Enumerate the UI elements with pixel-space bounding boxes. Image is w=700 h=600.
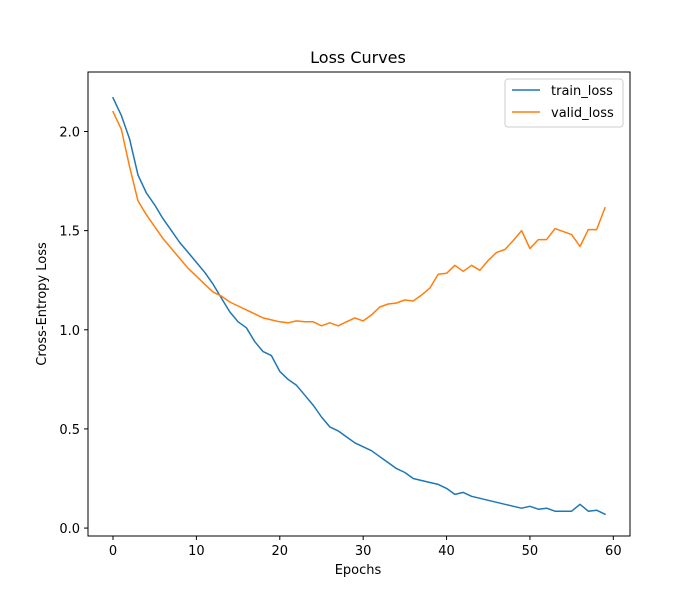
y-axis-label: Cross-Entropy Loss [35, 242, 50, 366]
y-tick-label: 0.5 [59, 423, 80, 438]
x-tick-label: 10 [188, 544, 205, 559]
legend-box [504, 78, 624, 128]
chart-title: Loss Curves [310, 48, 406, 67]
legend: train_loss valid_loss [504, 78, 624, 128]
legend-label-train-loss: train_loss [551, 84, 613, 99]
x-tick-label: 20 [272, 544, 289, 559]
x-tick-label: 40 [438, 544, 455, 559]
plot-frame [87, 71, 631, 537]
series-line-train-loss [112, 96, 606, 516]
y-tick-label: 1.5 [59, 225, 80, 240]
series-line-valid-loss [112, 110, 606, 327]
ticks-layer: 0 10 20 30 40 50 60 0.0 0.5 1.0 1.5 2.0 [59, 125, 621, 559]
x-tick-label: 50 [522, 544, 539, 559]
legend-label-valid-loss: valid_loss [551, 106, 614, 121]
y-tick-label: 2.0 [59, 125, 80, 140]
y-tick-label: 0.0 [59, 522, 80, 537]
x-axis-label: Epochs [335, 563, 382, 578]
x-tick-label: 60 [605, 544, 622, 559]
x-tick-label: 30 [355, 544, 372, 559]
x-tick-label: 0 [109, 544, 117, 559]
series-layer [112, 96, 606, 516]
y-tick-label: 1.0 [59, 324, 80, 339]
